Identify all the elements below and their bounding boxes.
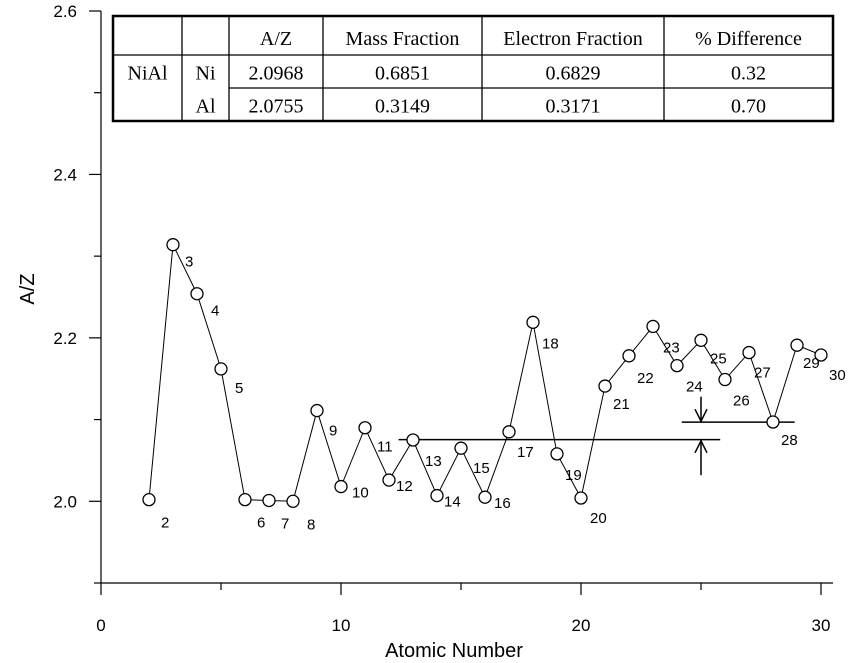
- arrows: [694, 396, 708, 476]
- x-tick-label: 30: [812, 616, 831, 635]
- data-point: [142, 493, 156, 507]
- table-cell: 0.6829: [546, 63, 601, 85]
- point-label: 11: [377, 439, 393, 456]
- point-label: 19: [565, 467, 582, 484]
- point-label: 29: [803, 355, 820, 372]
- point-label: 24: [686, 379, 703, 396]
- y-tick-label: 2.0: [53, 492, 77, 511]
- data-point: [334, 479, 348, 494]
- table-cell: 0.3171: [546, 96, 601, 118]
- point-label: 25: [710, 350, 727, 367]
- point-label: 3: [185, 254, 193, 271]
- y-tick-label: 2.6: [53, 2, 77, 21]
- y-tick-label: 2.2: [53, 329, 77, 348]
- table-cell: 0.32: [731, 63, 766, 85]
- table-cell: 2.0755: [249, 96, 304, 118]
- data-point: [478, 490, 492, 504]
- point-label: 6: [257, 515, 265, 532]
- data-point: [646, 319, 660, 334]
- data-point: [358, 421, 372, 435]
- table-frame: [111, 14, 835, 123]
- data-point: [406, 433, 420, 447]
- point-label: 20: [590, 510, 607, 527]
- data-series: [142, 238, 828, 508]
- point-label: 7: [281, 515, 289, 532]
- table-header-cell: % Difference: [695, 28, 802, 50]
- data-point: [262, 493, 276, 508]
- y-tick-label: 2.4: [53, 165, 77, 184]
- data-point: [574, 491, 588, 505]
- data-point: [526, 315, 540, 329]
- point-label: 14: [444, 494, 461, 511]
- table-cell: 0.6851: [375, 63, 430, 85]
- point-label: 28: [781, 432, 798, 449]
- point-label: 30: [829, 367, 846, 384]
- table-cell: Ni: [196, 63, 216, 85]
- point-label: 9: [329, 423, 337, 440]
- point-label: 8: [307, 516, 315, 533]
- point-label: 15: [473, 460, 490, 477]
- table-header-cell: Electron Fraction: [503, 28, 642, 50]
- point-label: 21: [613, 396, 630, 413]
- point-label: 23: [663, 339, 680, 356]
- data-point: [502, 425, 516, 439]
- point-label: 4: [211, 303, 219, 320]
- table-cell: 0.70: [731, 96, 766, 118]
- point-label: 12: [396, 478, 413, 495]
- point-label: 2: [161, 515, 169, 532]
- axes: [100, 11, 833, 584]
- data-point: [814, 348, 828, 362]
- x-tick-label: 0: [96, 616, 105, 635]
- data-point: [382, 473, 396, 487]
- axis-ticks: 0 10 20 30 2.0 2.2 2.4 2.6: [53, 2, 830, 635]
- point-label: 16: [494, 495, 511, 512]
- data-point: [430, 488, 444, 503]
- table-cell: 2.0968: [249, 63, 304, 85]
- y-axis-label: A/Z: [17, 273, 39, 304]
- x-tick-label: 20: [572, 616, 591, 635]
- data-point: [766, 415, 780, 429]
- data-point: [550, 447, 564, 461]
- data-point: [454, 441, 468, 455]
- data-point: [286, 494, 300, 508]
- data-point: [166, 238, 180, 252]
- data-point: [238, 493, 252, 507]
- table-cell: Al: [196, 96, 216, 118]
- table-header-cell: Mass Fraction: [346, 28, 460, 50]
- data-point: [598, 379, 612, 393]
- data-point: [670, 358, 684, 373]
- table-cell: 0.3149: [375, 96, 430, 118]
- point-label: 5: [235, 380, 243, 397]
- table-cell: NiAl: [128, 63, 168, 85]
- arrow-head: [694, 439, 708, 454]
- data-point: [310, 403, 324, 418]
- data-point: [742, 345, 756, 360]
- data-point: [790, 338, 804, 352]
- x-axis-label: Atomic Number: [385, 640, 523, 662]
- data-point: [622, 349, 636, 363]
- point-label: 13: [425, 453, 442, 470]
- point-label: 22: [637, 370, 654, 387]
- point-label: 17: [517, 444, 534, 461]
- point-label: 26: [733, 393, 750, 410]
- point-label: 10: [352, 485, 369, 502]
- data-point: [718, 372, 732, 387]
- data-point: [694, 333, 708, 347]
- data-point: [214, 362, 228, 376]
- point-label: 18: [542, 335, 559, 352]
- table-header-cell: A/Z: [260, 28, 292, 50]
- data-point: [190, 287, 204, 301]
- point-label: 27: [754, 365, 771, 382]
- data-table: A/Z Mass Fraction Electron Fraction % Diffe…: [111, 14, 835, 123]
- x-tick-label: 10: [332, 616, 351, 635]
- arrow-head: [694, 408, 708, 423]
